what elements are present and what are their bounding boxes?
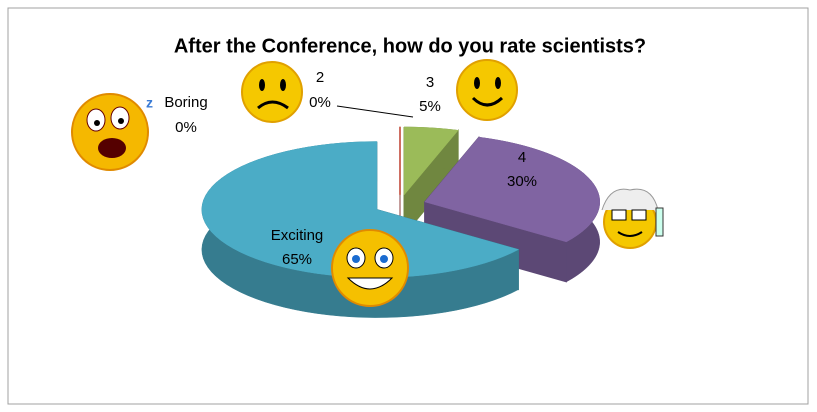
icon-sad: [242, 62, 302, 122]
data-label-value: 65%: [282, 251, 312, 268]
data-label-category: 2: [316, 69, 324, 86]
svg-text:z: z: [146, 95, 153, 111]
data-label-category: Boring: [164, 94, 207, 111]
data-label-value: 0%: [175, 119, 197, 136]
icon-smile: [457, 60, 517, 120]
chart: After the Conference, how do you rate sc…: [0, 0, 817, 412]
chart-title: After the Conference, how do you rate sc…: [174, 35, 646, 57]
data-label-category: Exciting: [271, 227, 324, 244]
data-label-value: 30%: [507, 173, 537, 190]
data-label-category: 3: [426, 74, 434, 91]
data-label-value: 5%: [419, 98, 441, 115]
data-label-value: 0%: [309, 94, 331, 111]
icon-excited: [332, 230, 408, 306]
data-label-category: 4: [518, 149, 526, 166]
